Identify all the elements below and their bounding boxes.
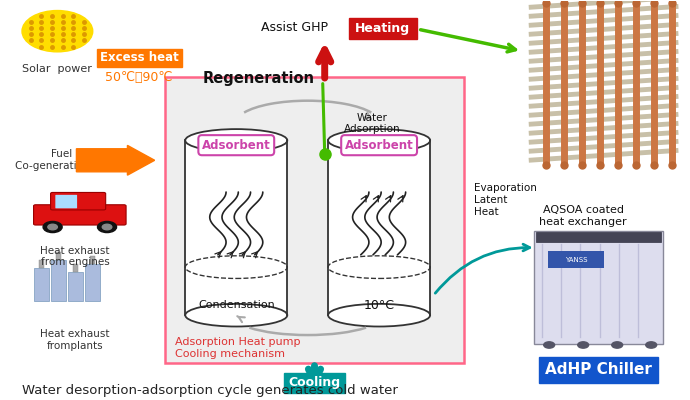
FancyBboxPatch shape bbox=[68, 272, 83, 301]
Text: Water
Adsorption: Water Adsorption bbox=[344, 113, 401, 134]
FancyBboxPatch shape bbox=[535, 232, 662, 242]
FancyBboxPatch shape bbox=[73, 264, 79, 272]
Text: Heat exhaust
fromplants: Heat exhaust fromplants bbox=[40, 329, 110, 351]
Text: Solar  power: Solar power bbox=[23, 64, 92, 74]
FancyBboxPatch shape bbox=[50, 192, 106, 210]
Circle shape bbox=[48, 224, 57, 230]
Text: Cooling: Cooling bbox=[288, 376, 341, 389]
Text: Adsorption Heat pump
Cooling mechanism: Adsorption Heat pump Cooling mechanism bbox=[175, 337, 301, 359]
FancyBboxPatch shape bbox=[56, 252, 61, 260]
FancyBboxPatch shape bbox=[534, 231, 663, 344]
Ellipse shape bbox=[328, 129, 430, 152]
Circle shape bbox=[102, 224, 112, 230]
FancyBboxPatch shape bbox=[55, 195, 77, 208]
FancyBboxPatch shape bbox=[39, 260, 44, 268]
Text: Condensation: Condensation bbox=[198, 300, 275, 310]
Ellipse shape bbox=[185, 304, 287, 326]
FancyBboxPatch shape bbox=[284, 373, 345, 393]
Circle shape bbox=[97, 222, 117, 232]
Text: 10°C: 10°C bbox=[364, 299, 395, 312]
Ellipse shape bbox=[185, 129, 287, 152]
Text: Heating: Heating bbox=[355, 22, 410, 35]
Text: YANSS: YANSS bbox=[565, 256, 588, 262]
Bar bbox=[185, 140, 287, 315]
Circle shape bbox=[544, 342, 555, 348]
Text: Heat exhaust
from engines: Heat exhaust from engines bbox=[40, 246, 110, 267]
FancyBboxPatch shape bbox=[348, 18, 417, 39]
Text: Adsorbent: Adsorbent bbox=[345, 139, 413, 152]
FancyBboxPatch shape bbox=[90, 256, 95, 264]
FancyBboxPatch shape bbox=[549, 251, 604, 268]
Text: Excess heat: Excess heat bbox=[100, 51, 179, 64]
Circle shape bbox=[646, 342, 657, 348]
Text: 50℃～90℃: 50℃～90℃ bbox=[106, 70, 172, 84]
Circle shape bbox=[43, 222, 62, 232]
FancyBboxPatch shape bbox=[165, 77, 464, 363]
Text: Evaporation
Latent
Heat: Evaporation Latent Heat bbox=[474, 183, 538, 216]
FancyBboxPatch shape bbox=[539, 357, 658, 383]
FancyArrow shape bbox=[77, 145, 155, 175]
Ellipse shape bbox=[328, 304, 430, 326]
Circle shape bbox=[22, 10, 92, 52]
Circle shape bbox=[578, 342, 589, 348]
Text: Regeneration: Regeneration bbox=[202, 71, 314, 86]
Bar bbox=[328, 140, 430, 315]
Text: Assist GHP: Assist GHP bbox=[261, 21, 328, 34]
Text: Fuel Cell
Co-generation system: Fuel Cell Co-generation system bbox=[15, 150, 131, 171]
Text: Water desorption-adsorption cycle generates cold water: Water desorption-adsorption cycle genera… bbox=[22, 384, 398, 397]
FancyBboxPatch shape bbox=[51, 260, 66, 301]
FancyBboxPatch shape bbox=[97, 49, 182, 67]
Circle shape bbox=[612, 342, 622, 348]
Text: Adsorbent: Adsorbent bbox=[202, 139, 270, 152]
Text: AdHP Chiller: AdHP Chiller bbox=[545, 362, 652, 377]
FancyBboxPatch shape bbox=[34, 268, 49, 301]
FancyBboxPatch shape bbox=[86, 264, 100, 301]
FancyBboxPatch shape bbox=[34, 205, 126, 225]
Text: AQSOA coated
heat exchanger: AQSOA coated heat exchanger bbox=[540, 205, 627, 227]
